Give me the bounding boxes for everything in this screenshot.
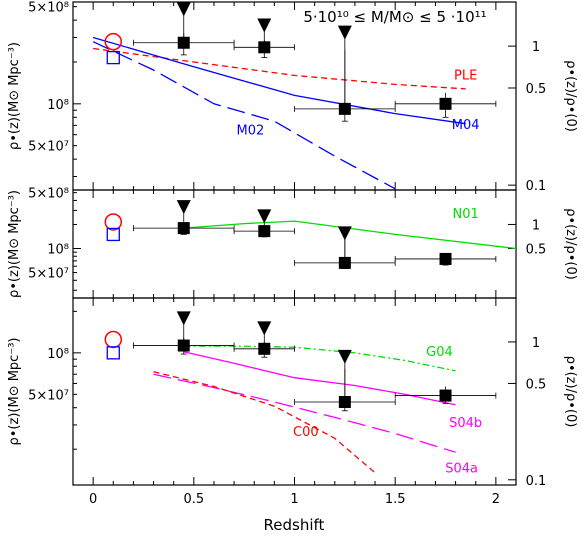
right-tick-label: 0.1 [526,179,547,194]
local-circle-marker [104,32,123,51]
panel-middle: 5×10⁸ 10⁸ 5×10⁷ 1 0.5 ρ•(z)(M⊙ Mpc⁻³) ρ•(z)/ρ•… [7,187,578,299]
model-curve-s04b [183,351,456,406]
right-tick-label: 1 [532,336,540,351]
x-tick-label: 0.5 [183,492,204,507]
x-axis-label: Redshift [264,516,325,534]
local-square-marker [106,346,120,360]
data-point [439,252,452,265]
local-square-marker [106,227,120,242]
y-tick-label: 10⁸ [47,347,69,362]
right-tick-label: 0.5 [526,242,547,257]
y-axis-label: ρ•(z)(M⊙ Mpc⁻³) [7,42,22,150]
x-tick-label: 1 [290,492,298,507]
panel-top: 5×10⁸ 10⁸ 5×10⁷ 1 0.5 0.1 ρ•(z)(M⊙ Mpc⁻³) ρ•(z)… [7,1,578,195]
model-label-m04: M04 [452,118,480,133]
local-circle-marker [104,330,123,349]
right-tick-label: 0.5 [526,82,547,97]
model-curve-s04a [153,373,456,453]
upper-limit-triangle [337,226,352,241]
panel-frame [72,189,517,299]
right-axis-label: ρ•(z)/ρ•(0) [563,208,578,280]
y-tick-label: 5×10⁷ [28,267,69,282]
x-tick-label: 0 [89,492,97,507]
data-point [439,389,452,402]
y-tick-label: 5×10⁸ [28,1,69,16]
right-tick-label: 1 [532,40,540,55]
model-label-c00: C00 [293,425,319,440]
upper-limit-triangle [257,18,272,33]
y-tick-label: 5×10⁷ [28,388,69,403]
upper-limit-triangle [176,2,191,17]
right-axis-label: ρ•(z)/ρ•(0) [563,356,578,428]
local-circle-marker [104,213,123,231]
upper-limit-triangle [337,25,352,40]
right-tick-label: 0.5 [526,377,547,392]
model-curve-m04 [92,36,466,125]
y-tick-label: 10⁸ [47,242,69,257]
model-label-n01: N01 [453,207,479,222]
data-point [439,97,452,110]
model-label-s04a: S04a [445,462,478,477]
y-tick-label: 10⁸ [47,98,69,113]
right-axis-label: ρ•(z)/ρ•(0) [563,60,578,132]
panel-title: 5·10¹⁰ ≤ M/M⊙ ≤ 5 ·10¹¹ [303,8,486,26]
y-axis-label: ρ•(z)(M⊙ Mpc⁻³) [7,338,22,446]
x-tick-label: 2 [492,492,500,507]
right-tick-label: 1 [532,218,540,233]
y-tick-label: 5×10⁷ [28,140,69,155]
upper-limit-triangle [176,311,191,326]
model-label-ple: PLE [454,68,477,83]
model-label-m02: M02 [237,124,265,139]
y-axis-label: ρ•(z)(M⊙ Mpc⁻³) [7,190,22,298]
model-label-g04: G04 [426,345,453,360]
x-tick-label: 1.5 [385,492,406,507]
upper-limit-triangle [176,200,191,215]
upper-limit-triangle [257,209,272,224]
model-curve-c00 [153,371,376,474]
model-curve-ple [93,47,466,90]
upper-limit-triangle [257,321,272,336]
upper-limit-triangle [337,349,352,364]
model-curve-n01 [183,220,516,250]
y-tick-label: 5×10⁸ [28,187,69,202]
model-label-s04b: S04b [449,416,482,431]
panel-bottom: 10⁸ 5×10⁷ 1 0.5 0.1 ρ•(z)(M⊙ Mpc⁻³) ρ•(z)/ρ•(0… [7,297,578,507]
model-curve-m02 [92,41,396,190]
local-square-marker [106,50,120,65]
model-curve-g04 [183,345,456,372]
right-tick-label: 0.1 [526,474,547,489]
